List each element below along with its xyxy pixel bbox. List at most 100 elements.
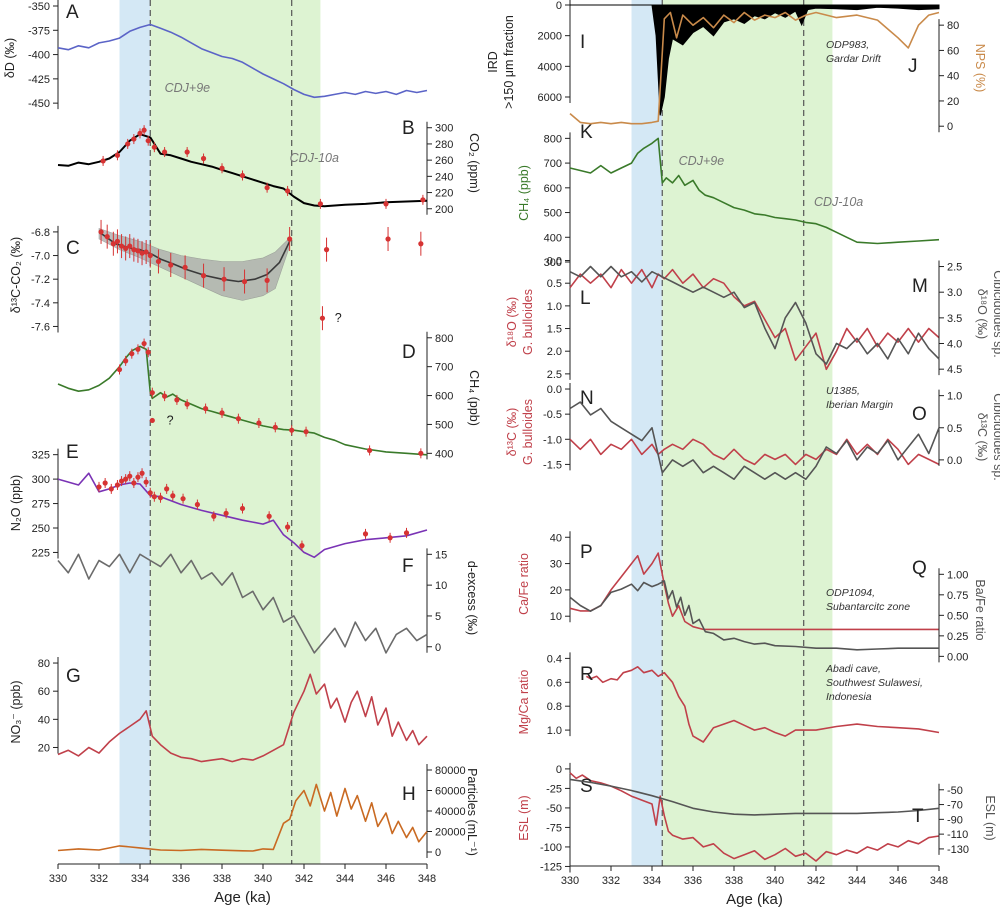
data-point bbox=[182, 264, 188, 270]
x-tick-label: 344 bbox=[336, 873, 354, 885]
panel-letter: B bbox=[402, 118, 415, 139]
green-shaded-band bbox=[662, 0, 833, 866]
y-axis-title: CH₄ (ppb) bbox=[467, 370, 481, 426]
x-tick-label: 342 bbox=[295, 873, 313, 885]
y-axis-title: Ca/Fe ratio bbox=[517, 553, 531, 615]
y-tick-label: -50 bbox=[947, 785, 963, 797]
panel-o: 1.0 0.5 0.0 δ¹³C (‰) Cibicidoides sp. O bbox=[569, 389, 1000, 481]
data-point bbox=[418, 450, 424, 456]
right-x-axis: 330 332 334 336 338 340 342 344 346 348 Age (ka) bbox=[561, 865, 948, 908]
data-point bbox=[127, 473, 133, 479]
y-tick-label: 275 bbox=[32, 499, 50, 511]
data-point bbox=[151, 144, 157, 150]
panel-i: 0 2000 4000 6000 IRD >150 μm fraction I bbox=[486, 0, 940, 116]
site-annotation: Indonesia bbox=[826, 691, 872, 703]
series-line bbox=[57, 553, 428, 654]
series-line bbox=[585, 665, 940, 743]
right-column-shading bbox=[631, 0, 833, 866]
y-tick-label: -100 bbox=[540, 842, 562, 854]
left-x-axis: 330 332 334 336 338 340 342 344 346 348 Age (ka) bbox=[49, 863, 436, 906]
data-point bbox=[135, 346, 141, 352]
panel-g: 80 60 40 20 NO₃⁻ (ppb) G bbox=[9, 657, 428, 763]
y-tick-label: 220 bbox=[435, 188, 453, 200]
y-axis-title: Mg/Ca ratio bbox=[517, 670, 531, 735]
data-point bbox=[137, 130, 143, 136]
data-point bbox=[319, 315, 326, 321]
y-tick-label: -6.8 bbox=[31, 227, 50, 239]
x-tick-label: 348 bbox=[418, 873, 436, 885]
y-tick-label: -425 bbox=[28, 74, 50, 86]
series-line bbox=[57, 783, 428, 852]
y-tick-label: 0 bbox=[435, 847, 441, 859]
x-tick-label: 334 bbox=[131, 873, 149, 885]
y-axis-title: ESL (m) bbox=[517, 795, 531, 840]
x-tick-label: 346 bbox=[377, 873, 395, 885]
data-point bbox=[135, 474, 141, 480]
y-tick-label: 20000 bbox=[435, 827, 466, 839]
y-tick-label: 5 bbox=[435, 611, 441, 623]
data-point bbox=[362, 531, 369, 537]
data-point bbox=[104, 234, 110, 240]
y-tick-label: 30 bbox=[550, 559, 562, 571]
data-point bbox=[266, 513, 272, 519]
data-point bbox=[114, 482, 121, 488]
panel-letter: J bbox=[908, 56, 918, 77]
green-shaded-band bbox=[150, 0, 321, 864]
y-axis-title: d-excess (‰) bbox=[465, 561, 479, 635]
y-tick-label: 0.0 bbox=[547, 384, 562, 396]
y-axis-title: Particles (mL⁻¹) bbox=[465, 768, 479, 856]
x-tick-label: 338 bbox=[213, 873, 231, 885]
panel-letter: C bbox=[66, 238, 80, 259]
data-point bbox=[114, 238, 121, 244]
y-tick-label: 225 bbox=[32, 547, 50, 559]
data-point bbox=[139, 470, 145, 476]
y-axis-title: ESL (m) bbox=[983, 795, 997, 840]
panel-d: 800 700 600 500 400 CH₄ (ppb) D bbox=[57, 331, 481, 460]
site-annotation: U1385, bbox=[826, 385, 860, 397]
y-tick-label: -400 bbox=[28, 50, 50, 62]
y-axis-title: NPS (%) bbox=[973, 44, 987, 93]
y-tick-label: 400 bbox=[435, 448, 453, 460]
data-point bbox=[194, 501, 200, 508]
y-tick-label: -7.0 bbox=[31, 251, 50, 263]
series-line bbox=[569, 552, 939, 631]
data-point bbox=[299, 543, 305, 549]
event-label: CDJ+9e bbox=[165, 81, 211, 95]
y-tick-label: 20 bbox=[947, 96, 959, 108]
panel-letter: D bbox=[402, 342, 416, 363]
data-point bbox=[139, 250, 145, 256]
data-point bbox=[141, 340, 147, 347]
y-tick-label: 4.5 bbox=[947, 364, 962, 376]
series-line bbox=[569, 580, 939, 651]
y-tick-label: -75 bbox=[546, 822, 562, 834]
data-point bbox=[285, 524, 291, 530]
data-point bbox=[149, 390, 155, 396]
y-tick-label: 60 bbox=[38, 686, 50, 698]
x-tick-label: 332 bbox=[602, 875, 620, 887]
panel-letter: F bbox=[402, 556, 414, 577]
panel-e: 325 300 275 250 225 N₂O (ppb)? E bbox=[9, 413, 428, 559]
panel-k: 800 700 600 500 400 300 CH₄ (ppb) K bbox=[517, 122, 940, 269]
data-point bbox=[131, 136, 137, 142]
y-tick-label: 700 bbox=[435, 362, 453, 374]
panel-r: 0.4 0.6 0.8 1.0 Mg/Ca ratio R bbox=[517, 652, 940, 743]
data-point bbox=[203, 405, 209, 412]
data-point bbox=[323, 247, 330, 253]
y-tick-label: -7.6 bbox=[31, 321, 50, 333]
data-point bbox=[141, 127, 147, 133]
y-tick-label: 2.0 bbox=[547, 346, 562, 358]
x-tick-label: 336 bbox=[172, 873, 190, 885]
data-point bbox=[184, 401, 190, 407]
series-line bbox=[569, 772, 940, 862]
panel-letter: A bbox=[66, 2, 79, 23]
question-mark-note: ? bbox=[167, 413, 174, 427]
y-axis-title: δ¹³C (‰) bbox=[505, 408, 519, 457]
y-tick-label: -1.5 bbox=[543, 459, 562, 471]
y-tick-label: 0.5 bbox=[547, 278, 562, 290]
y-tick-label: 300 bbox=[435, 123, 453, 135]
series-line bbox=[569, 268, 940, 371]
panel-t: -50 -70 -90 -110 -130 ESL (m) T bbox=[569, 778, 997, 856]
data-point bbox=[272, 424, 278, 430]
y-tick-label: 80000 bbox=[435, 765, 466, 777]
panel-letter: R bbox=[580, 664, 594, 685]
